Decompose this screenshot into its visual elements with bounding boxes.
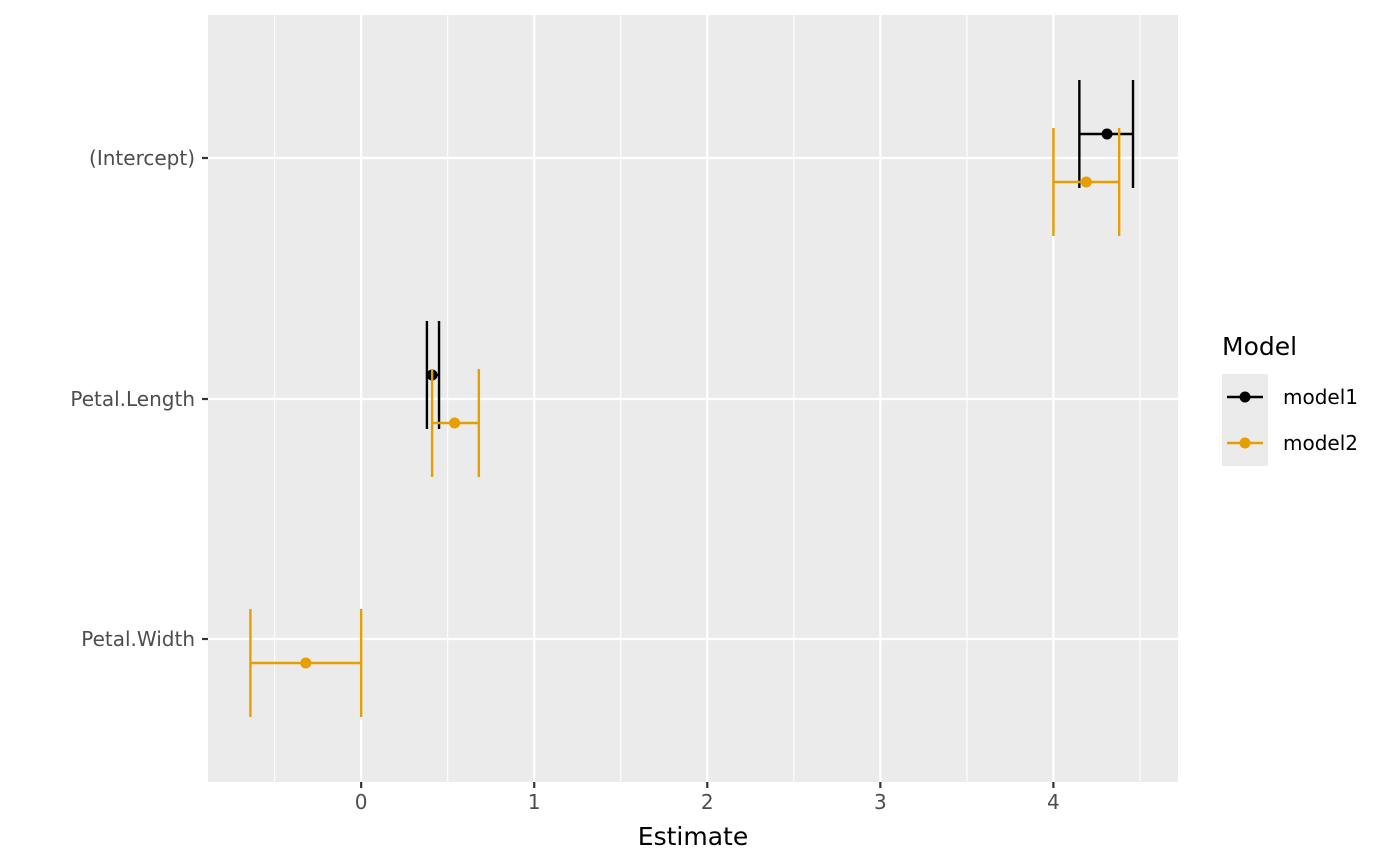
x-axis-title: Estimate bbox=[638, 822, 748, 851]
legend-key-point-model1 bbox=[1239, 391, 1251, 403]
legend-title: Model bbox=[1222, 332, 1297, 361]
x-tick-label: 0 bbox=[355, 790, 368, 814]
legend-keys: model1 model2 bbox=[1222, 374, 1358, 466]
x-tick-label: 3 bbox=[874, 790, 887, 814]
x-axis: 0 1 2 3 4 bbox=[355, 782, 1060, 814]
y-tick-label: Petal.Length bbox=[70, 387, 195, 411]
point-model1 bbox=[1101, 128, 1113, 140]
legend-label-model2: model2 bbox=[1283, 431, 1358, 455]
y-tick-label: Petal.Width bbox=[81, 627, 195, 651]
point-model2 bbox=[1080, 176, 1092, 188]
y-tick-label: (Intercept) bbox=[89, 146, 195, 170]
point-model2 bbox=[300, 657, 312, 669]
legend: Model model1 model2 bbox=[1222, 332, 1358, 466]
legend-key-point-model2 bbox=[1239, 437, 1251, 449]
x-tick-label: 1 bbox=[528, 790, 541, 814]
legend-label-model1: model1 bbox=[1283, 385, 1358, 409]
x-tick-label: 2 bbox=[701, 790, 714, 814]
point-model2 bbox=[449, 417, 461, 429]
x-tick-label: 4 bbox=[1047, 790, 1060, 814]
y-axis: (Intercept) Petal.Length Petal.Width bbox=[70, 146, 208, 651]
chart-marks bbox=[249, 80, 1135, 717]
